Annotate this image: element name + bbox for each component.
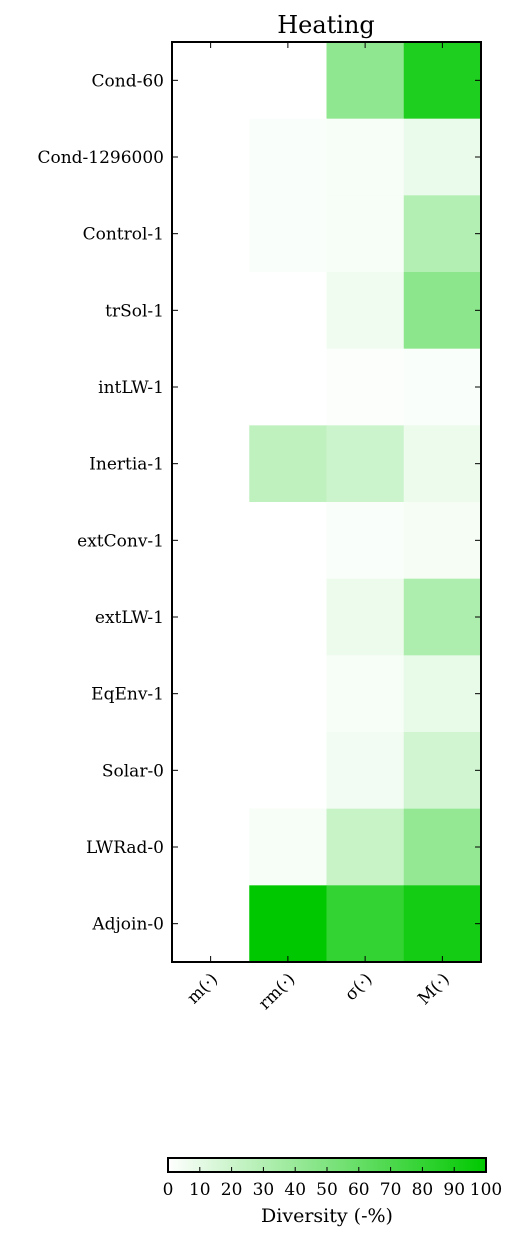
heatmap-cell-12-3 (326, 885, 405, 963)
column-label: rm(·) (255, 969, 299, 1013)
heatmap-cell-4-4 (403, 272, 482, 350)
heatmap-cell-5-3 (326, 348, 405, 426)
row-label: extConv-1 (77, 531, 164, 551)
heatmap-cell-11-1 (172, 808, 250, 886)
column-label: m(·) (183, 969, 222, 1008)
heatmap-cell-7-4 (403, 502, 482, 580)
heatmap-cell-2-3 (326, 118, 405, 196)
colorbar-tick-label: 80 (412, 1180, 434, 1200)
heatmap-cell-3-1 (172, 195, 250, 273)
row-label: Inertia-1 (89, 455, 164, 475)
heatmap-ticks (172, 42, 481, 962)
heatmap-cell-9-1 (172, 655, 250, 733)
heatmap-frame (171, 41, 482, 963)
row-label: Cond-1296000 (37, 148, 164, 168)
heatmap-cell-4-2 (249, 272, 327, 350)
row-labels: Cond-60 Cond-1296000 Control-1 trSol-1 intLW… (37, 71, 164, 934)
heatmap-cell-7-2 (249, 502, 327, 580)
row-label: extLW-1 (95, 608, 164, 628)
heatmap-cell-6-3 (326, 425, 405, 503)
column-label: M(·) (414, 969, 454, 1009)
colorbar-tick-label: 30 (253, 1180, 275, 1200)
column-labels: m(·) rm(·) σ(·) M(·) (183, 969, 453, 1013)
colorbar-tick-label: 20 (221, 1180, 243, 1200)
colorbar-tick-label: 0 (163, 1180, 174, 1200)
colorbar: 0 10 20 30 40 50 60 70 80 90 100 (163, 1157, 502, 1200)
heatmap-cell-8-2 (249, 578, 327, 656)
heatmap-cell-2-1 (172, 118, 250, 196)
heatmap-cell-3-2 (249, 195, 327, 273)
heatmap-cell-11-2 (249, 808, 327, 886)
heatmap-cell-11-3 (326, 808, 405, 886)
row-label: trSol-1 (105, 301, 164, 321)
colorbar-tick-label: 10 (189, 1180, 211, 1200)
heatmap-cell-8-3 (326, 578, 405, 656)
heatmap-cell-3-4 (403, 195, 482, 273)
heatmap-cell-10-1 (172, 732, 250, 810)
colorbar-tick-label: 50 (316, 1180, 338, 1200)
heatmap-cell-12-2 (249, 885, 327, 963)
heatmap-cell-8-1 (172, 578, 250, 656)
colorbar-tick-label: 70 (380, 1180, 402, 1200)
heatmap-cell-4-3 (326, 272, 405, 350)
column-label: σ(·) (341, 969, 377, 1005)
heatmap-cell-11-4 (403, 808, 482, 886)
row-label: intLW-1 (98, 378, 164, 398)
heatmap-cell-9-2 (249, 655, 327, 733)
row-label: Solar-0 (102, 761, 164, 781)
heatmap-cell-6-1 (172, 425, 250, 503)
heatmap-cell-10-2 (249, 732, 327, 810)
heatmap-cell-10-4 (403, 732, 482, 810)
heatmap-cell-1-2 (249, 42, 327, 120)
heatmap-cell-8-4 (403, 578, 482, 656)
heatmap-cell-6-2 (249, 425, 327, 503)
heatmap-cell-1-3 (326, 42, 405, 120)
row-label: EqEnv-1 (91, 685, 164, 705)
colorbar-tick-label: 100 (470, 1180, 502, 1200)
row-label: Adjoin-0 (91, 915, 164, 935)
colorbar-label: Diversity (-%) (261, 1205, 393, 1227)
row-label: Cond-60 (92, 71, 164, 91)
heatmap-cell-5-2 (249, 348, 327, 426)
heatmap-cell-1-1 (172, 42, 250, 120)
heatmap-cell-5-1 (172, 348, 250, 426)
heatmap-cell-10-3 (326, 732, 405, 810)
chart-title: Heating (277, 11, 375, 39)
heatmap-cell-3-3 (326, 195, 405, 273)
heatmap-cells (172, 42, 482, 963)
row-label: LWRad-0 (86, 838, 164, 858)
colorbar-tick-label: 40 (284, 1180, 306, 1200)
heatmap-cell-7-1 (172, 502, 250, 580)
row-label: Control-1 (83, 225, 164, 245)
heatmap-cell-2-4 (403, 118, 482, 196)
heatmap-cell-4-1 (172, 272, 250, 350)
heatmap-cell-5-4 (403, 348, 482, 426)
heatmap-cell-2-2 (249, 118, 327, 196)
colorbar-tick-label: 90 (443, 1180, 465, 1200)
heatmap-cell-9-3 (326, 655, 405, 733)
heatmap-cell-9-4 (403, 655, 482, 733)
heatmap-cell-7-3 (326, 502, 405, 580)
heatmap-cell-12-1 (172, 885, 250, 963)
colorbar-tick-label: 60 (348, 1180, 370, 1200)
heatmap-cell-6-4 (403, 425, 482, 503)
heatmap-cell-12-4 (403, 885, 482, 963)
heatmap-cell-1-4 (403, 42, 482, 120)
